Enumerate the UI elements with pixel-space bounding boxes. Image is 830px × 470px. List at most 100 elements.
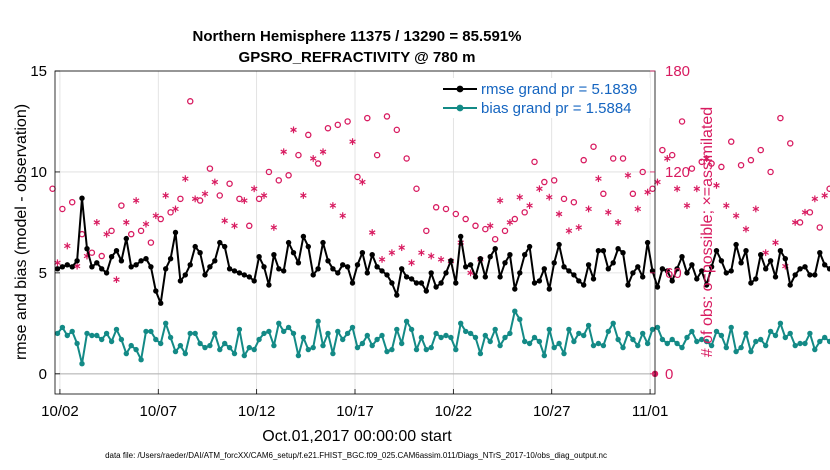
bias-point	[669, 336, 675, 343]
rmse-point	[689, 262, 695, 268]
bias-point	[222, 340, 228, 347]
rmse-bias-series	[54, 195, 830, 367]
bias-point	[359, 340, 366, 347]
obs-possible-point	[767, 168, 774, 176]
rmse-point	[394, 292, 400, 298]
rmse-point	[177, 278, 184, 284]
obs-possible-point	[668, 151, 676, 159]
obs-possible-point	[423, 227, 430, 235]
rmse-point	[340, 262, 346, 268]
rmse-point	[674, 266, 680, 272]
bias-point	[758, 336, 764, 343]
rmse-point	[684, 270, 690, 276]
bias-point	[738, 344, 744, 351]
rmse-point	[197, 250, 203, 256]
rmse-point	[389, 280, 395, 286]
bias-point	[158, 340, 164, 347]
bias-point	[541, 352, 547, 359]
rmse-point	[743, 248, 749, 254]
rmse-point	[600, 248, 607, 254]
obs-assimilated-point	[290, 126, 297, 134]
bias-point	[443, 332, 449, 339]
bias-point	[251, 346, 257, 353]
obs-assimilated-point	[664, 155, 671, 162]
obs-assimilated-point	[486, 222, 494, 230]
rmse-point	[772, 274, 779, 280]
obs-assimilated-point	[329, 202, 337, 209]
y2-tick-label: 0	[665, 366, 673, 383]
bias-point	[600, 342, 607, 349]
rmse-point	[512, 286, 518, 292]
bias-point	[576, 330, 582, 337]
obs-assimilated-point	[811, 195, 819, 203]
obs-possible-point	[590, 143, 597, 150]
rmse-point	[192, 243, 198, 250]
rmse-point	[615, 246, 621, 252]
rmse-point	[438, 280, 444, 286]
obs-possible-point	[255, 195, 263, 203]
obs-assimilated-point	[801, 208, 809, 216]
rmse-point	[271, 252, 277, 258]
bias-point	[231, 350, 238, 357]
obs-assimilated-point	[123, 219, 130, 226]
bias-point	[807, 330, 813, 337]
rmse-point	[526, 243, 533, 250]
y2-tick-label: 180	[665, 63, 690, 80]
bias-point	[374, 336, 380, 343]
bias-point	[408, 326, 415, 333]
obs-possible-point	[639, 168, 646, 176]
bias-point	[226, 344, 233, 351]
rmse-point	[782, 256, 788, 262]
obs-possible-point	[688, 165, 696, 172]
y2-axis-label: # of obs: o=possible; ×=assimilated	[699, 107, 716, 357]
obs-possible-point	[305, 131, 312, 139]
rmse-point	[507, 252, 513, 258]
rmse-point	[231, 268, 238, 274]
bias-point	[340, 336, 346, 343]
bias-point	[118, 336, 125, 343]
bias-point	[718, 332, 725, 339]
bias-point	[753, 338, 759, 345]
rmse-point	[423, 288, 429, 294]
rmse-point	[325, 258, 331, 264]
bias-point	[74, 340, 80, 347]
rmse-point	[236, 270, 243, 276]
bias-point	[467, 330, 474, 337]
obs-assimilated-point	[624, 171, 632, 179]
rmse-point	[54, 266, 61, 272]
rmse-point	[94, 260, 100, 266]
rmse-point	[585, 262, 592, 268]
bias-point	[472, 334, 479, 341]
rmse-point	[463, 264, 469, 270]
bias-point	[133, 346, 139, 353]
obs-assimilated-point	[565, 227, 573, 235]
rmse-point	[256, 254, 262, 260]
rmse-point	[403, 274, 410, 280]
obs-possible-point	[275, 177, 283, 184]
bias-point	[635, 342, 641, 349]
bias-point	[123, 350, 129, 357]
bias-point	[256, 336, 262, 343]
obs-possible-point	[678, 118, 686, 125]
bias-point	[581, 332, 587, 339]
rmse-point	[546, 286, 552, 292]
bias-point	[782, 334, 788, 341]
rmse-point	[723, 270, 729, 276]
bias-point	[285, 324, 292, 331]
obs-assimilated-point	[388, 249, 396, 257]
obs-assimilated-point	[270, 224, 278, 231]
obs-possible-point	[541, 178, 548, 186]
rmse-point	[571, 272, 577, 278]
rmse-point	[767, 258, 774, 264]
bias-point	[379, 332, 385, 339]
bias-point	[433, 330, 439, 337]
rmse-point	[276, 266, 282, 272]
obs-assimilated-point	[359, 178, 366, 186]
obs-assimilated-point	[634, 205, 642, 213]
obs-possible-point	[452, 210, 460, 218]
bias-point	[703, 338, 710, 345]
obs-assimilated-point	[526, 202, 533, 209]
obs-possible-point	[393, 126, 401, 134]
bias-point	[448, 334, 454, 341]
